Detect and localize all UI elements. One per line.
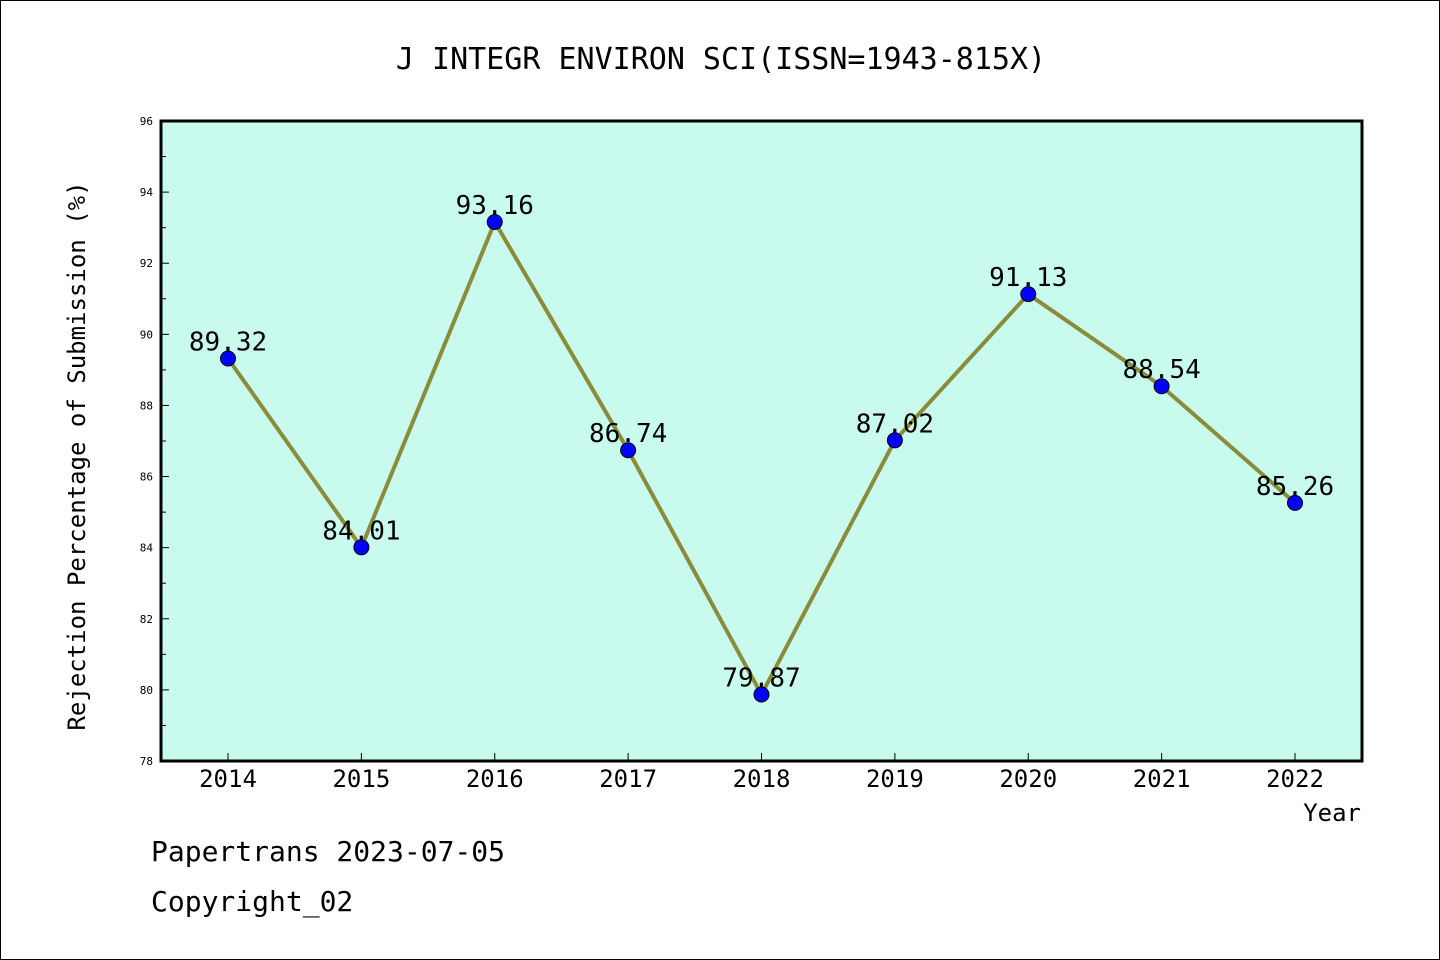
x-axis-label: Year [1303,799,1361,827]
data-label: 89.32 [189,328,267,358]
footer-date-text: Papertrans 2023-07-05 [151,835,506,868]
x-tick-label: 2018 [733,765,791,793]
data-label: 91.13 [989,263,1067,293]
data-point [1153,378,1170,395]
data-label: 86.74 [589,419,667,449]
y-tick-label: 84 [140,542,154,555]
y-tick-label: 96 [140,115,153,128]
data-label: 84.01 [322,516,400,546]
x-tick-label: 2014 [199,765,257,793]
data-point [1020,286,1037,303]
data-point [353,539,370,556]
y-tick-label: 82 [140,613,153,626]
data-label: 85.26 [1256,472,1334,502]
footer-copyright-text: Copyright_02 [151,885,354,918]
data-point [220,350,236,367]
plot-area [159,119,1364,763]
series-layer: 89.32 84.01 93.16 86.74 79.87 87.02 91.13 88.54… [189,191,1334,703]
y-tick-label: 80 [140,684,153,697]
x-tick-label: 2020 [999,765,1057,793]
x-tick-label: 2016 [466,765,524,793]
x-axis: 2014 2015 2016 2017 2018 2019 2020 2021 2022 [199,753,1324,793]
x-tick-label: 2015 [332,765,390,793]
x-tick-label: 2021 [1133,765,1191,793]
data-point [1287,494,1303,511]
x-tick-label: 2017 [599,765,657,793]
data-label: 88.54 [1122,355,1200,385]
data-label: 93.16 [456,191,534,221]
data-label: 87.02 [856,409,934,439]
data-point [486,213,503,230]
y-axis: 78 80 82 84 86 88 90 92 94 96 [140,115,169,768]
x-tick-label: 2022 [1266,765,1324,793]
chart-title: J INTEGR ENVIRON SCI(ISSN=1943-815X) [396,42,1046,77]
y-tick-label: 92 [140,257,153,270]
data-point [886,432,903,449]
y-axis-label: Rejection Percentage of Submission (%) [63,181,91,730]
y-tick-label: 88 [140,399,153,412]
y-tick-label: 78 [140,755,153,768]
data-point [620,442,637,459]
data-point [753,686,770,703]
y-tick-label: 86 [140,471,153,484]
y-tick-label: 90 [140,328,153,341]
x-tick-label: 2019 [866,765,924,793]
y-tick-label: 94 [140,186,154,199]
data-label: 79.87 [722,664,800,694]
